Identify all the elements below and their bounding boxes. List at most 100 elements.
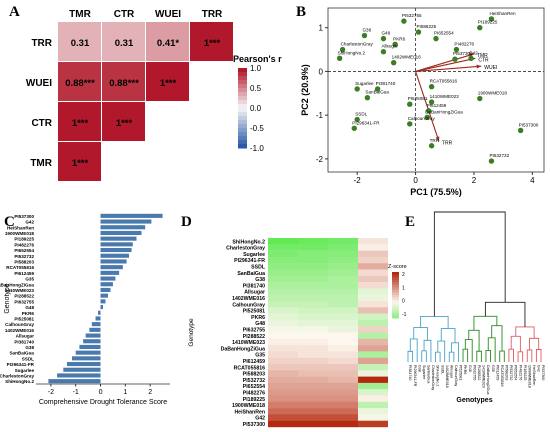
legend-a-swatch <box>238 104 247 109</box>
heatmap-d-row-label: PI588203 <box>243 372 265 378</box>
drought-score-bar <box>101 282 113 286</box>
dendrogram-branch <box>438 341 445 362</box>
bar-category-label: HeiShanRen <box>7 225 34 230</box>
legend-a-swatch <box>238 120 247 125</box>
heatmap-d-cell <box>268 333 298 340</box>
dendrogram-leaf-label: G35 <box>491 365 495 372</box>
legend-a-tick: -1.0 <box>250 144 264 153</box>
heatmap-d-row-label: ShiHongNo.2 <box>232 239 265 245</box>
drought-score-bar <box>101 288 111 292</box>
bar-category-label: PI612459 <box>14 271 34 276</box>
pca-point-label: PI532755 <box>402 13 422 18</box>
dendrogram-leaf-label: PI537300 <box>541 365 545 380</box>
heatmap-d-row-label: PI525081 <box>243 309 265 315</box>
bar-x-tick-label: 2 <box>148 389 152 396</box>
pca-point <box>416 29 421 34</box>
bar-category-label: SanBaiGua <box>9 351 34 356</box>
pca-y-tick-label: 0 <box>319 67 324 76</box>
heatmap-d-cell <box>298 270 328 277</box>
heatmap-d-cell <box>358 370 388 377</box>
heatmap-d-cell <box>298 396 328 403</box>
dendrogram-branch <box>486 350 491 362</box>
heatmap-d-cell <box>268 396 298 403</box>
panel-c-drought-score-bars: PI537300G42HeiShanRen1900WME018PI189225P… <box>0 214 170 406</box>
bar-category-label: Allsugar <box>16 334 35 339</box>
heatmap-d-row-label: PI381740 <box>243 283 265 289</box>
pca-point <box>354 86 359 91</box>
pca-point <box>381 36 386 41</box>
drought-score-bar <box>101 231 142 235</box>
heatmap-d-cell <box>298 339 328 346</box>
heatmap-d-cell <box>328 370 358 377</box>
heatmap-d-cell <box>328 339 358 346</box>
heatmap-d-y-axis-title: Genotype <box>188 318 195 347</box>
heatmap-a-col-label: TRR <box>202 9 223 20</box>
bar-category-label: G35 <box>25 277 34 282</box>
bar-category-label: G42 <box>25 220 34 225</box>
legend-d-tick: -1 <box>402 312 407 318</box>
pca-point <box>401 18 406 23</box>
dendrogram-branch <box>463 349 468 362</box>
heatmap-a-cell-label: 0.31 <box>115 38 134 49</box>
heatmap-d-cell <box>298 402 328 409</box>
drought-score-bar <box>101 259 127 263</box>
legend-a-tick: 1.0 <box>250 64 262 73</box>
heatmap-d-cell <box>298 314 328 321</box>
heatmap-d-cell <box>328 270 358 277</box>
legend-a-swatch <box>238 124 247 129</box>
heatmap-d-row-label: Allsugar <box>244 290 265 296</box>
drought-score-bar <box>48 379 100 383</box>
heatmap-d-cell <box>328 238 358 245</box>
dendrogram-x-axis-title: Genotypes <box>456 397 492 404</box>
bar-category-label: 1402WME016 <box>5 328 35 333</box>
pca-point <box>381 49 386 54</box>
heatmap-d-cell <box>298 251 328 258</box>
heatmap-d-cell <box>298 326 328 333</box>
legend-a-tick: 0.5 <box>250 84 262 93</box>
drought-score-bar <box>72 356 101 360</box>
heatmap-d-cell <box>268 389 298 396</box>
heatmap-d-cell <box>268 282 298 289</box>
pca-point <box>489 158 494 163</box>
pca-point <box>468 56 473 61</box>
pca-point-label: 1402WME016 <box>392 55 422 60</box>
heatmap-d-row-label: SanBaiGua <box>237 271 265 277</box>
legend-a-swatch <box>238 76 247 81</box>
pca-point <box>337 56 342 61</box>
drought-score-bar <box>101 220 152 224</box>
drought-score-bar <box>101 265 123 269</box>
drought-score-bar <box>101 299 106 303</box>
heatmap-d-cell <box>358 244 388 251</box>
legend-a-title: Pearson's r <box>233 54 282 64</box>
bar-x-tick-label: -1 <box>73 389 79 396</box>
heatmap-d-cell <box>298 408 328 415</box>
heatmap-d-row-label: PI296341-FR <box>234 258 265 264</box>
panel-label-d: D <box>181 214 192 230</box>
pca-point <box>365 95 370 100</box>
legend-a-swatch <box>238 108 247 113</box>
heatmap-d-cell <box>298 389 328 396</box>
panel-b-pca-biplot: -2 0 2 4-2-101PC1 (75.5%)PC2 (20.9%)TMRCTRW… <box>300 8 544 197</box>
heatmap-d-cell <box>328 414 358 421</box>
pca-point-label: PI612459 <box>427 103 447 108</box>
dendrogram-branch <box>422 351 427 362</box>
heatmap-d-cell <box>298 301 328 308</box>
drought-score-bar <box>86 334 101 338</box>
dendrogram-leaf-label: Sugarlee <box>422 365 426 379</box>
heatmap-d-cell <box>358 326 388 333</box>
heatmap-d-cell <box>298 244 328 251</box>
heatmap-d-cell <box>268 345 298 352</box>
pca-point-label: PI296341-FR <box>352 120 380 125</box>
heatmap-a-row-label: CTR <box>31 118 52 129</box>
pca-point <box>352 126 357 131</box>
heatmap-d-cell <box>268 244 298 251</box>
legend-a-swatch <box>238 100 247 105</box>
heatmap-d-cell <box>298 288 328 295</box>
heatmap-d-cell <box>358 364 388 371</box>
drought-score-bar <box>101 271 120 275</box>
heatmap-d-cell <box>268 288 298 295</box>
pca-point <box>429 84 434 89</box>
heatmap-d-cell <box>268 238 298 245</box>
dendrogram-branch <box>414 328 428 341</box>
heatmap-d-row-label: 1402WME016 <box>232 296 265 302</box>
